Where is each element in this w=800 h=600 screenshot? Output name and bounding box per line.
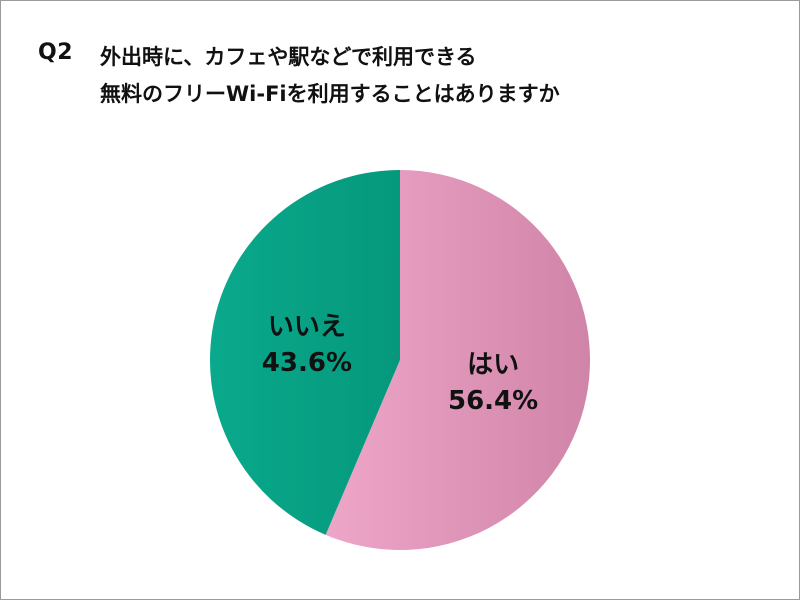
question-number: Q2	[38, 40, 74, 65]
slice-percent-label: 43.6%	[262, 348, 352, 378]
pie-slice-no	[209, 170, 400, 535]
pie-labels: はい 56.4% いいえ 43.6%	[262, 312, 538, 416]
slice-category-label: はい	[467, 350, 519, 380]
slice-percent-label: 56.4%	[448, 386, 538, 416]
question-text-line-2: 無料のフリーWi-Fiを利用することはありますか	[100, 82, 560, 106]
pie-slices	[209, 170, 590, 550]
question-text-line-1: 外出時に、カフェや駅などで利用できる	[100, 45, 477, 69]
slice-category-label: いいえ	[268, 312, 346, 342]
pie-slice-yes	[325, 170, 590, 550]
